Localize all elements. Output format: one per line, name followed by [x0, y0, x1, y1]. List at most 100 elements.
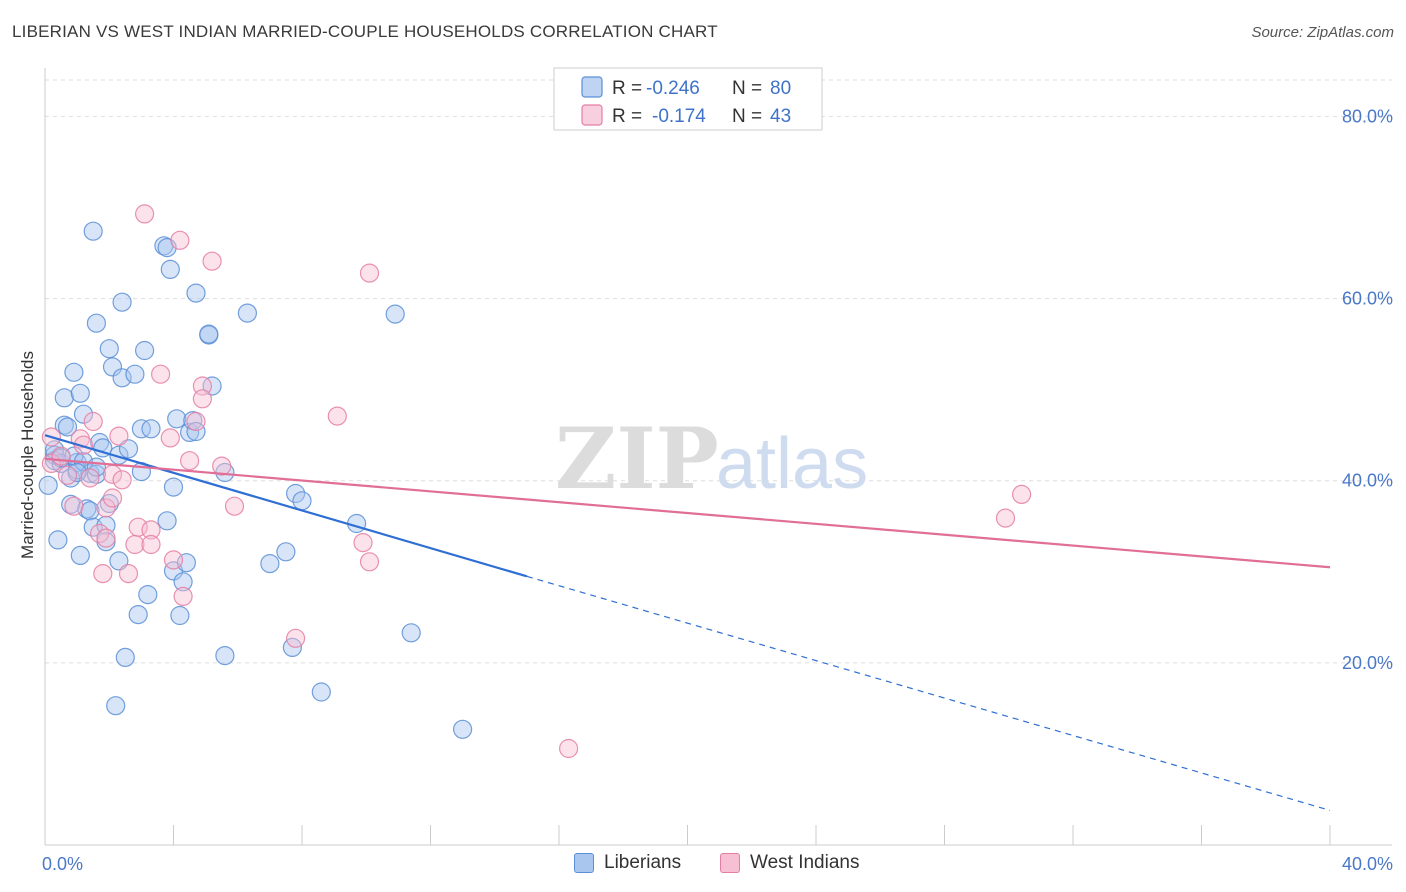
west-indians-point-18	[125, 534, 145, 555]
west-indians-point-35	[286, 628, 306, 648]
y-tick-label-2: 60.0%	[1342, 289, 1393, 309]
liberians-point-47	[160, 259, 180, 279]
west-indians-point-6	[73, 435, 94, 455]
liberians-point-60	[202, 376, 222, 396]
chart-title: LIBERIAN VS WEST INDIAN MARRIED-COUPLE H…	[12, 22, 718, 41]
stats-n-value-liberians: 80	[770, 78, 791, 99]
trend-layer	[44, 434, 1331, 811]
liberians-point-57	[186, 421, 206, 442]
liberians-point-67	[286, 483, 306, 504]
liberians-point-33	[112, 368, 132, 388]
legend-item-west-indians[interactable]: West Indians	[720, 852, 859, 874]
west-indians-point-10	[93, 563, 113, 584]
liberians-point-8	[57, 417, 78, 437]
liberians-point-14	[70, 545, 90, 566]
liberians-point-35	[115, 647, 135, 668]
west-indians-point-16	[112, 470, 132, 490]
west-indians-point-2	[51, 446, 71, 466]
liberians-point-56	[186, 283, 206, 303]
liberians-point-61	[215, 645, 235, 666]
stats-swatch-liberians	[581, 76, 603, 98]
west-indians-point-7	[80, 468, 100, 488]
liberians-point-16	[73, 404, 94, 424]
liberians-point-68	[292, 491, 312, 511]
west-indians-point-37	[353, 532, 373, 553]
tick-labels: 20.0% 40.0% 60.0% 80.0% 0.0% 40.0%	[42, 106, 1393, 874]
liberians-point-59	[199, 324, 219, 344]
west-indians-point-42	[1011, 484, 1032, 504]
liberians-point-52	[173, 572, 193, 592]
liberians-point-34	[112, 292, 132, 312]
liberians-point-36	[118, 439, 139, 459]
y-tick-label-0: 20.0%	[1342, 653, 1393, 673]
liberians-point-65	[276, 542, 296, 562]
liberians-point-50	[167, 409, 187, 429]
west-indians-trend-line	[44, 457, 1331, 569]
liberians-point-30	[102, 357, 123, 377]
stats-r-value-liberians: -0.246	[646, 78, 700, 99]
west-indians-point-4	[64, 496, 84, 516]
west-indians-point-27	[173, 586, 193, 607]
stats-legend: R = -0.246 N = 80 R = -0.174 N = 43	[553, 67, 823, 131]
liberians-point-74	[106, 696, 126, 716]
legend-label-liberians: Liberians	[604, 852, 682, 873]
west-indians-point-32	[202, 251, 222, 271]
liberians-point-9	[61, 494, 81, 514]
west-indians-point-14	[102, 488, 123, 508]
west-indians-point-11	[96, 528, 116, 548]
liberians-point-7	[54, 388, 74, 408]
stats-n-value-west-indians: 43	[770, 106, 791, 127]
liberians-point-40	[131, 419, 151, 439]
stats-n-label-liberians: N =	[732, 78, 762, 99]
west-indians-point-38	[359, 552, 380, 572]
liberians-point-4	[48, 530, 68, 550]
west-indians-point-17	[118, 563, 139, 584]
west-indians-point-22	[141, 534, 161, 555]
y-tick-label-3: 80.0%	[1342, 106, 1393, 126]
liberians-point-28	[99, 339, 119, 359]
liberians-point-43	[141, 419, 161, 439]
west-indians-point-3	[57, 465, 78, 485]
x-tick-label-1: 40.0%	[1342, 854, 1393, 874]
liberians-point-23	[86, 464, 107, 484]
liberians-point-64	[260, 553, 280, 574]
liberians-point-73	[453, 719, 473, 739]
west-indians-point-24	[160, 428, 180, 448]
liberians-point-42	[138, 584, 158, 605]
liberians-point-38	[128, 604, 148, 625]
watermark-atlas: atlas	[716, 424, 868, 504]
west-indians-point-8	[83, 411, 103, 432]
west-indians-point-15	[109, 426, 129, 446]
west-indians-point-33	[212, 456, 232, 476]
liberians-point-15	[70, 383, 90, 403]
west-indians-point-29	[186, 411, 206, 432]
stats-swatch-west-indians	[581, 104, 603, 126]
stats-n-label-west-indians: N =	[732, 106, 762, 127]
west-indians-point-41	[995, 508, 1016, 528]
liberians-point-44	[157, 511, 177, 531]
liberians-point-72	[401, 623, 421, 643]
liberians-point-0	[38, 475, 58, 495]
grid-layer	[45, 79, 1392, 664]
watermark-zip: ZIP	[555, 409, 719, 508]
west-indians-point-12	[96, 498, 116, 518]
legend-item-liberians[interactable]: Liberians	[574, 852, 681, 874]
y-tick-label-1: 40.0%	[1342, 471, 1393, 491]
liberians-point-71	[385, 304, 405, 324]
liberians-point-69	[311, 682, 331, 702]
liberians-point-51	[170, 605, 190, 626]
west-indians-point-34	[224, 496, 245, 516]
x-tick-label-0: 0.0%	[42, 854, 83, 874]
west-indians-point-23	[151, 364, 171, 384]
liberians-point-49	[163, 477, 184, 497]
liberians-trend-line	[44, 434, 528, 578]
liberians-point-20	[83, 221, 103, 241]
stats-r-value-west-indians: -0.174	[652, 106, 706, 127]
legend-swatch-west-indians	[720, 853, 740, 873]
legend-swatch-liberians	[574, 853, 594, 873]
liberians-point-54	[180, 422, 200, 442]
west-indians-point-25	[163, 550, 184, 570]
west-indians-point-20	[135, 204, 155, 224]
